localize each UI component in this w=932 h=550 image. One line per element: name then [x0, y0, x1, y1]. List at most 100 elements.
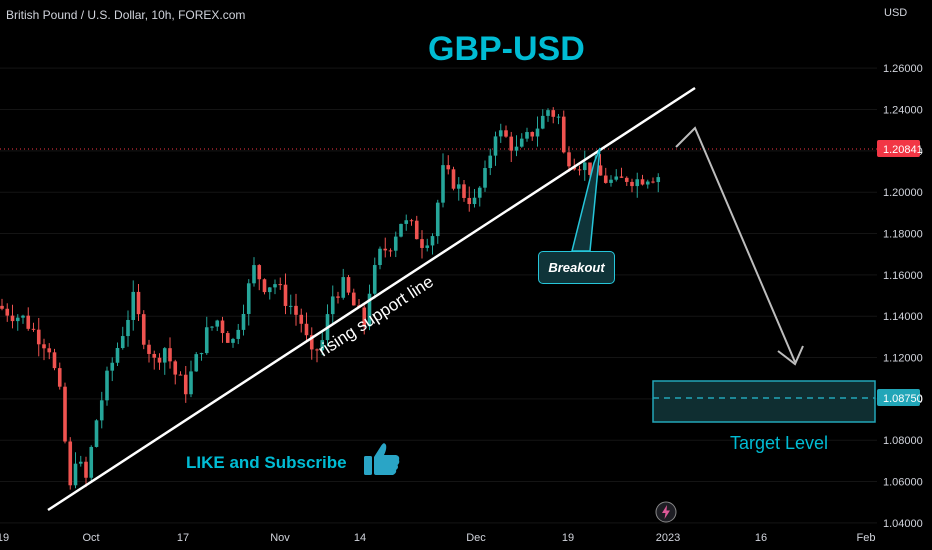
candle-body	[372, 265, 377, 294]
candle-body	[309, 335, 314, 350]
candle-body	[441, 165, 445, 203]
y-tick-label: 1.06000	[883, 477, 923, 489]
candle-body	[336, 296, 340, 298]
candle-body	[614, 176, 619, 180]
candle-body	[430, 236, 435, 246]
candle-body	[535, 128, 540, 137]
candle-body	[351, 292, 356, 306]
target-zone	[652, 380, 876, 423]
candle-body	[210, 326, 214, 328]
candle-body	[236, 329, 241, 339]
x-tick-label: Feb	[857, 532, 876, 544]
target-level-label: Target Level	[730, 433, 829, 453]
candle-body	[514, 146, 519, 151]
candle-body	[10, 315, 15, 322]
candle-body	[635, 179, 640, 187]
candle-body	[220, 320, 225, 334]
current-price-label: 1.20841	[883, 144, 923, 156]
y-tick-label: 1.08000	[883, 435, 923, 447]
candle-body	[126, 319, 130, 337]
candle-body	[472, 197, 477, 205]
symbol-title: British Pound / U.S. Dollar, 10h, FOREX.…	[6, 8, 246, 22]
candle-body	[73, 463, 78, 486]
candle-body	[588, 162, 592, 175]
candle-body	[551, 110, 556, 117]
candle-body	[362, 307, 367, 327]
candle-body	[52, 352, 57, 369]
candle-body	[624, 177, 629, 182]
candle-body	[262, 279, 267, 293]
x-tick-label: Oct	[82, 532, 99, 544]
candle-body	[63, 386, 67, 442]
candle-body	[504, 130, 508, 137]
y-tick-label: 1.24000	[883, 105, 923, 117]
candle-body	[21, 315, 25, 318]
candle-body	[498, 130, 503, 137]
y-tick-label: 1.18000	[883, 229, 923, 241]
candle-body	[582, 162, 587, 171]
candle-body	[252, 265, 256, 284]
candle-body	[320, 340, 325, 351]
thumbs-up-icon	[364, 443, 400, 475]
y-tick-label: 1.16000	[883, 270, 923, 282]
candle-body	[173, 361, 178, 375]
candle-body	[388, 250, 393, 252]
candle-body	[304, 323, 309, 336]
candle-body	[5, 308, 10, 316]
candle-body	[189, 371, 193, 395]
candle-body	[540, 115, 545, 129]
currency-label: USD	[884, 7, 908, 19]
y-tick-label: 1.04000	[883, 518, 923, 530]
candle-body	[194, 354, 199, 372]
candle-body	[26, 315, 31, 329]
lightning-icon[interactable]	[655, 501, 677, 523]
candle-body	[645, 181, 650, 185]
candle-body	[178, 374, 183, 376]
candle-body	[231, 338, 235, 343]
candle-body	[0, 305, 4, 309]
candle-body	[257, 265, 262, 280]
candle-body	[315, 349, 319, 351]
candle-body	[519, 138, 524, 147]
candle-body	[525, 132, 529, 139]
y-tick-label: 1.14000	[883, 311, 923, 323]
candle-body	[294, 305, 298, 315]
y-tick-label: 1.20000	[883, 187, 923, 199]
candle-body	[488, 155, 493, 169]
candles-group	[0, 107, 661, 490]
candle-body	[383, 248, 388, 251]
candle-body	[462, 184, 466, 198]
candle-body	[651, 181, 655, 183]
candle-body	[89, 446, 94, 478]
x-tick-label: 14	[354, 532, 366, 544]
projection-arrow	[675, 126, 796, 363]
candle-body	[267, 287, 272, 293]
candle-body	[467, 197, 472, 205]
candle-body	[94, 420, 99, 447]
candle-body	[273, 284, 277, 288]
candle-body	[598, 165, 603, 176]
like-subscribe-label: LIKE and Subscribe	[186, 453, 347, 472]
candle-body	[299, 314, 304, 324]
x-tick-label: 16	[755, 532, 767, 544]
target-price-label: 1.08750	[883, 393, 923, 405]
candle-body	[131, 291, 136, 320]
candle-body	[36, 329, 41, 345]
candle-body	[567, 152, 571, 167]
candle-body	[147, 344, 151, 354]
candle-body	[283, 284, 288, 306]
candle-body	[152, 353, 157, 358]
candle-body	[530, 132, 535, 137]
candle-body	[136, 291, 141, 315]
candle-body	[640, 179, 645, 185]
x-tick-label: 17	[177, 532, 189, 544]
candle-body	[404, 220, 409, 224]
candle-body	[141, 314, 146, 345]
y-tick-label: 1.12000	[883, 353, 923, 365]
candle-body	[493, 136, 498, 156]
candle-body	[278, 284, 283, 286]
candle-body	[577, 169, 582, 171]
x-tick-label: Dec	[466, 532, 486, 544]
target-price-tag	[877, 389, 920, 406]
